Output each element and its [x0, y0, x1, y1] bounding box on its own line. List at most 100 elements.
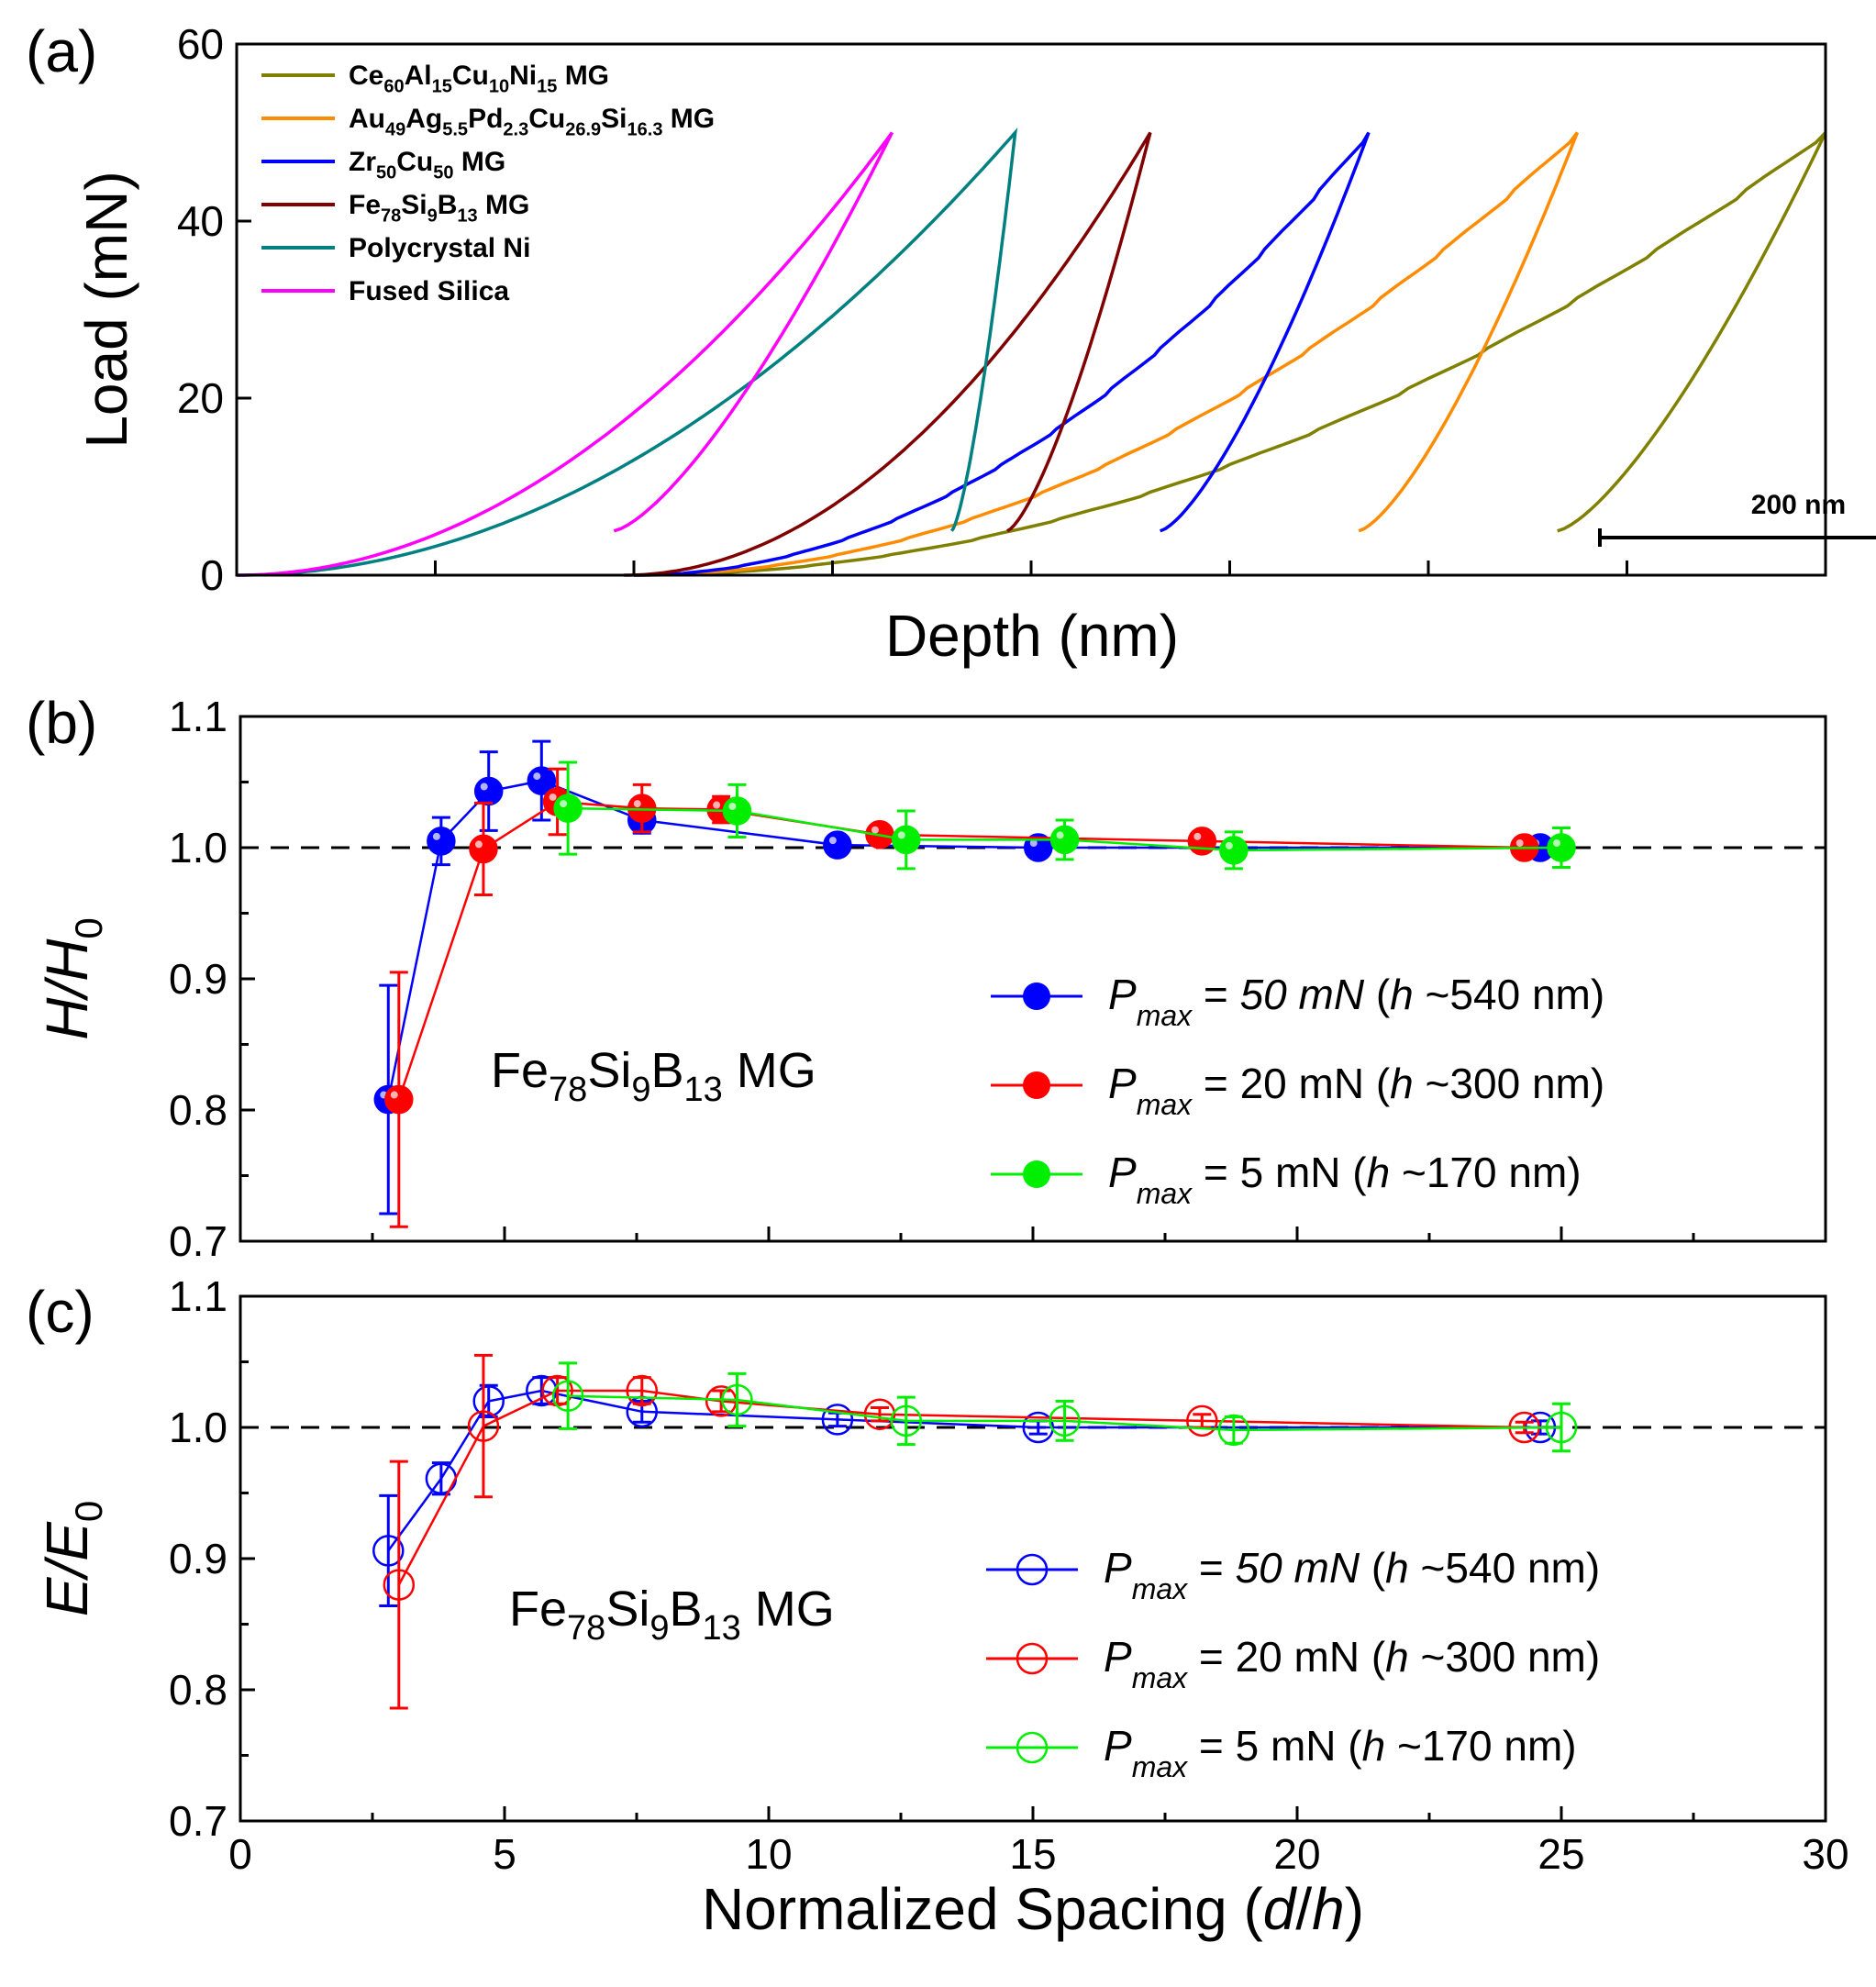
label-part: Ni — [509, 61, 537, 91]
point-highlight — [432, 832, 440, 840]
series-line-fused-silica — [237, 131, 894, 577]
series-5mn-point — [1049, 825, 1080, 855]
series-50mn-line — [387, 779, 1540, 1100]
legend-marker — [1016, 1731, 1049, 1764]
point-highlight — [533, 772, 541, 781]
panel-b: 0.7 0.8 0.9 1.0 1.1 H/H0 (b) Fe78​Si9​B13​ MG Pm… — [26, 690, 1827, 1265]
legend-h: h — [1385, 1633, 1409, 1681]
y-tick-label: 0.9 — [169, 955, 228, 1003]
subscript: 16.3 — [627, 119, 663, 139]
legend-entry: Zr50​Cu50​ MG — [349, 147, 505, 183]
label-part: MG — [557, 61, 609, 91]
series-50mn-point — [427, 827, 456, 856]
label-part: Si — [401, 190, 427, 220]
label-part: Cu — [528, 104, 565, 134]
y-tick-label: 0.8 — [169, 1086, 228, 1134]
legend-p: P — [1104, 1544, 1132, 1592]
series-50mn-point — [1022, 1411, 1055, 1444]
subscript: 50 — [376, 162, 396, 183]
legend-eq: = — [1187, 1633, 1235, 1681]
label-part: Cu — [452, 61, 489, 91]
series-20mn-point — [469, 834, 498, 864]
legend-paren: ( — [1360, 1633, 1386, 1681]
label-part: Fused Silica — [349, 276, 509, 306]
label-part: MG — [755, 1582, 835, 1637]
legend-depth: ~300 nm) — [1409, 1633, 1600, 1681]
legend-marker — [1023, 982, 1050, 1010]
label-part: Polycrystal Ni — [349, 233, 530, 263]
legend-marker — [1023, 1160, 1050, 1188]
point-highlight — [474, 840, 483, 849]
label-part — [723, 1043, 737, 1098]
series-line-au49ag5-5pd2-3cu26-9si16-3-mg — [634, 131, 1580, 577]
subscript: 49 — [385, 119, 405, 139]
subscript: 50 — [433, 162, 453, 183]
x-tick-label: 15 — [1009, 1830, 1056, 1878]
point-highlight — [1515, 839, 1524, 847]
point-highlight — [897, 831, 905, 839]
series-20mn-point — [626, 1374, 659, 1407]
legend-entry: Polycrystal Ni — [349, 233, 530, 263]
x-axis-title-var: h — [1312, 1876, 1345, 1942]
x-axis-title-slash: / — [1295, 1876, 1312, 1942]
y-tick-label: 0.7 — [169, 1217, 228, 1265]
legend-p-sub: max — [1132, 1572, 1188, 1605]
series-5mn-point — [1217, 1414, 1250, 1447]
legend-eq: = — [1187, 1722, 1235, 1770]
legend-eq: = — [1192, 971, 1239, 1018]
series-20mn-point — [383, 1569, 416, 1601]
legend-p-sub: max — [1137, 1088, 1193, 1121]
legend-marker — [1016, 1642, 1049, 1675]
series-50mn-point — [372, 1535, 405, 1567]
subscript: 13 — [703, 1609, 741, 1648]
series-50mn-point — [472, 1385, 505, 1417]
subscript: 9 — [631, 1071, 650, 1109]
legend-marker — [1016, 1553, 1049, 1586]
series-5mn-line — [568, 806, 1562, 852]
series-50mn-point — [823, 830, 852, 860]
y-tick-label: 0 — [200, 551, 224, 599]
x-axis-title-var: d — [1263, 1876, 1298, 1942]
subscript: 78 — [381, 205, 401, 226]
series-5mn-point — [1547, 833, 1576, 862]
legend-p-sub: max — [1132, 1661, 1188, 1694]
annotation: Fe78​Si9​B13​ MG — [491, 1043, 816, 1109]
legend-h: h — [1367, 1149, 1391, 1196]
subscript: 5.5 — [442, 119, 468, 139]
y-axis-title: E/E0 — [34, 1501, 110, 1617]
legend-value: 50 mN — [1236, 1544, 1360, 1592]
y-tick-label: 0.8 — [169, 1666, 228, 1714]
legend-entry: Pmax = 20 mN (h ~300 nm) — [1108, 1060, 1604, 1121]
legend-entry: Pmax = 50 mN (h ~540 nm) — [1104, 1544, 1600, 1605]
series-50mn-line — [387, 1389, 1540, 1552]
legend-p-sub: max — [1132, 1750, 1188, 1783]
y-tick-label: 40 — [177, 197, 224, 245]
point-highlight — [728, 802, 737, 810]
series-5mn-point — [553, 794, 583, 823]
point-highlight — [1193, 832, 1202, 840]
legend-value: 20 mN — [1236, 1633, 1360, 1681]
series-50mn-point — [821, 1404, 854, 1436]
x-axis-title: Normalized Spacing (d/h) — [702, 1876, 1364, 1942]
x-tick-label: 25 — [1537, 1830, 1584, 1878]
series-5mn-point — [721, 1383, 753, 1416]
point-highlight — [1029, 839, 1038, 847]
label-part: Ce — [349, 61, 383, 91]
label-part: Si — [587, 1043, 631, 1098]
point-highlight — [1553, 839, 1560, 847]
point-highlight — [871, 826, 879, 834]
y-axis-title: H/H0 — [34, 917, 110, 1040]
legend-p: P — [1108, 971, 1137, 1018]
series-line-ce60al15cu10ni15-mg — [634, 131, 1827, 577]
point-highlight — [560, 800, 568, 808]
panel-label: (b) — [26, 690, 97, 756]
y-axis-title: Load (mN) — [73, 171, 139, 448]
series-5mn-point — [890, 1404, 923, 1438]
point-highlight — [713, 801, 721, 809]
subscript: 78 — [549, 1071, 587, 1109]
y-tick-label: 0.7 — [169, 1797, 228, 1845]
series-line-zr50cu50-mg — [634, 131, 1371, 577]
legend-entry: Au49​Ag5.5​Pd2.3​Cu26.9​Si16.3​ MG — [349, 104, 715, 139]
subscript: 2.3 — [503, 119, 528, 139]
legend-paren: ( — [1340, 1149, 1367, 1196]
